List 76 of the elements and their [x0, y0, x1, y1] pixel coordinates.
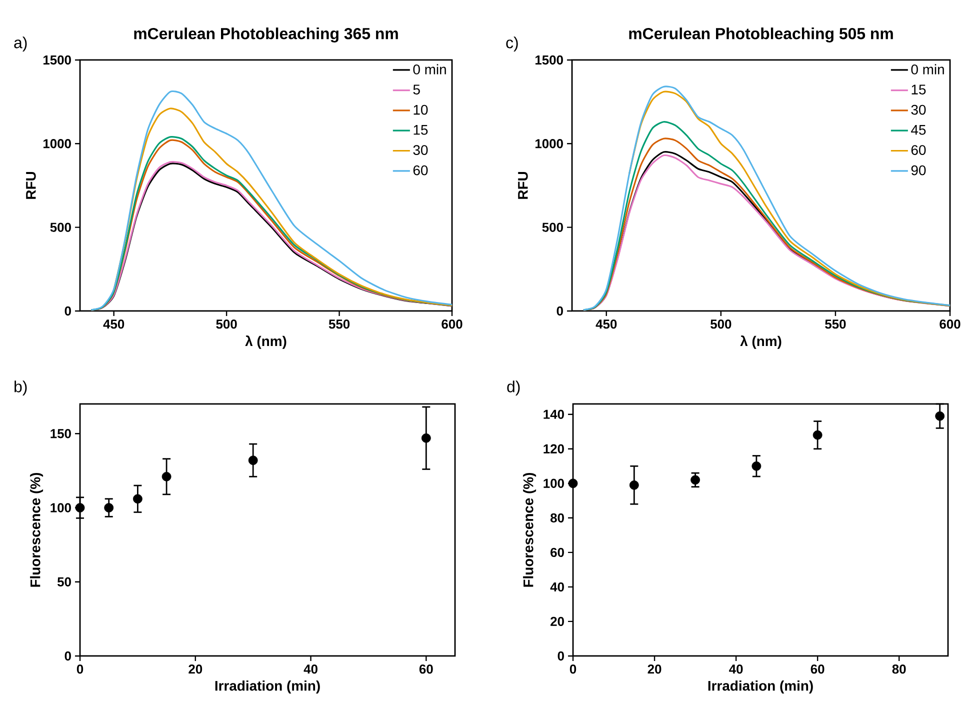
- y-tick-label: 80: [550, 513, 564, 522]
- legend-label: 10: [414, 104, 428, 115]
- y-tick-label: 100: [50, 503, 71, 512]
- y-tick-label: 60: [550, 548, 564, 558]
- y-tick-label: 40: [550, 582, 564, 592]
- legend-label: 5: [413, 84, 420, 94]
- y-axis-title: RFU: [518, 172, 528, 199]
- point: [104, 503, 114, 512]
- y-tick-label: 50: [57, 577, 71, 586]
- y-tick-label: 100: [544, 478, 564, 488]
- x-tick-label: 450: [596, 320, 617, 329]
- x-tick-label: 500: [710, 320, 732, 329]
- point: [248, 456, 258, 466]
- line-series: [582, 86, 951, 311]
- text: c): [506, 36, 518, 52]
- point: [75, 503, 85, 512]
- point: [752, 461, 762, 471]
- x-tick-label: 40: [729, 664, 743, 674]
- y-axis-title: RFU: [26, 172, 36, 199]
- y-tick-label: 0: [556, 306, 563, 316]
- x-tick-label: 80: [892, 664, 906, 674]
- y-tick-label: 140: [544, 410, 564, 419]
- point: [421, 433, 431, 443]
- x-tick-label: 600: [442, 320, 462, 329]
- y-tick-label: 0: [64, 651, 71, 661]
- x-tick-label: 0: [76, 664, 84, 674]
- x-tick-label: 500: [216, 320, 237, 329]
- y-tick-label: 1000: [43, 139, 71, 148]
- y-tick-label: 20: [550, 616, 564, 626]
- legend-label: 0 min: [911, 64, 944, 74]
- legend-label: 60: [413, 165, 428, 176]
- point: [162, 472, 172, 482]
- x-tick-label: 40: [304, 664, 318, 674]
- x-axis-title: Irradiation (min): [215, 680, 320, 694]
- x-tick-label: 550: [825, 320, 846, 329]
- legend-label: 0 min: [413, 64, 446, 74]
- y-tick-label: 0: [64, 306, 71, 316]
- legend-label: 90: [911, 165, 926, 176]
- y-tick-label: 1500: [535, 55, 563, 65]
- point: [629, 480, 639, 490]
- legend-label: 15: [414, 125, 428, 135]
- legend-label: 30: [911, 104, 926, 115]
- x-tick-label: 20: [188, 664, 202, 674]
- x-tick-label: 20: [648, 664, 662, 674]
- text: a): [14, 36, 27, 52]
- x-tick-label: 550: [328, 320, 350, 329]
- text: d): [507, 380, 520, 396]
- y-tick-label: 1500: [43, 55, 71, 65]
- x-tick-label: 60: [810, 664, 824, 674]
- point: [568, 478, 578, 488]
- point: [812, 430, 822, 440]
- text: b): [14, 380, 27, 396]
- x-tick-label: 60: [419, 664, 433, 674]
- y-axis-title: Fluorescence (%): [523, 472, 536, 587]
- chart-title: mCerulean Photobleaching 505 nm: [629, 28, 893, 42]
- y-tick-label: 0: [558, 651, 564, 661]
- x-tick-label: 0: [570, 664, 576, 674]
- legend-label: 45: [911, 125, 926, 135]
- legend-label: 15: [912, 84, 926, 94]
- x-axis-title: λ (nm): [740, 336, 782, 349]
- y-tick-label: 500: [542, 222, 563, 232]
- legend-label: 30: [413, 145, 428, 155]
- y-tick-label: 500: [50, 222, 71, 232]
- y-tick-label: 1000: [535, 139, 563, 148]
- y-tick-label: 120: [544, 444, 564, 454]
- y-tick-label: 150: [50, 429, 71, 438]
- point: [690, 475, 700, 485]
- x-axis-title: λ (nm): [245, 336, 286, 349]
- y-axis-title: Fluorescence (%): [30, 472, 44, 587]
- x-tick-label: 600: [940, 320, 960, 329]
- point: [133, 494, 142, 504]
- x-tick-label: 450: [103, 320, 124, 329]
- chart-title: mCerulean Photobleaching 365 nm: [134, 28, 398, 42]
- legend-label: 60: [911, 145, 926, 155]
- point: [935, 411, 945, 421]
- x-axis-title: Irradiation (min): [708, 680, 813, 694]
